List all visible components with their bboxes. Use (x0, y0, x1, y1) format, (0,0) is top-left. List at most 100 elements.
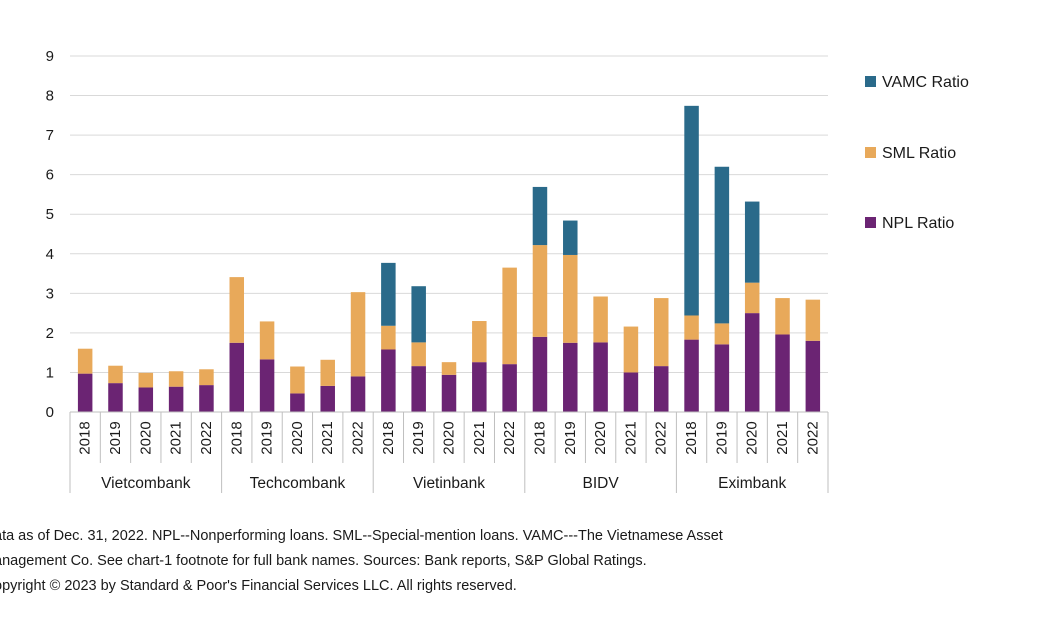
bar-npl-ratio (320, 385, 335, 412)
legend-swatch (865, 147, 876, 158)
x-tick-year-label: 2021 (471, 421, 488, 454)
bar-sml-ratio (168, 371, 184, 387)
x-tick-year-label: 2021 (774, 421, 791, 454)
bar-sml-ratio (290, 366, 305, 394)
x-tick-year-label: 2018 (380, 421, 397, 454)
legend-swatch (865, 217, 876, 228)
x-tick-year-label: 2019 (259, 421, 276, 454)
x-tick-year-label: 2018 (77, 421, 94, 454)
bar-vamc-ratio (532, 186, 548, 246)
bar-sml-ratio (714, 323, 730, 345)
bar-sml-ratio (199, 369, 214, 386)
footnote-line-2: anagement Co. See chart-1 footnote for f… (0, 553, 647, 569)
x-tick-year-label: 2022 (653, 421, 670, 454)
bar-sml-ratio (441, 362, 457, 375)
bar-npl-ratio (259, 359, 275, 412)
y-tick-label: 6 (46, 167, 54, 184)
y-tick-label: 3 (46, 285, 54, 302)
x-tick-year-label: 2022 (198, 421, 215, 454)
footnote: ata as of Dec. 31, 2022. NPL--Nonperform… (0, 524, 723, 599)
bar-sml-ratio (775, 298, 790, 335)
bar-vamc-ratio (714, 166, 730, 324)
bar-vamc-ratio (744, 201, 760, 283)
bar-npl-ratio (714, 344, 730, 412)
legend-label: VAMC Ratio (882, 74, 969, 91)
footnote-line-3: opyright © 2023 by Standard & Poor's Fin… (0, 578, 517, 594)
y-tick-label: 1 (46, 364, 54, 381)
x-tick-year-label: 2018 (531, 421, 548, 454)
y-tick-label: 2 (46, 325, 54, 342)
y-tick-label: 9 (46, 48, 54, 65)
bar-sml-ratio (259, 321, 275, 360)
legend-label: SML Ratio (882, 145, 956, 162)
y-tick-label: 0 (46, 404, 54, 421)
x-tick-year-label: 2022 (804, 421, 821, 454)
bar-sml-ratio (805, 299, 821, 341)
bar-sml-ratio (320, 359, 335, 386)
x-tick-year-label: 2019 (562, 421, 579, 454)
bar-npl-ratio (593, 342, 608, 412)
bar-npl-ratio (108, 383, 123, 412)
x-tick-year-label: 2018 (683, 421, 700, 454)
bar-npl-ratio (805, 340, 821, 412)
bar-sml-ratio (502, 267, 517, 365)
bar-npl-ratio (744, 313, 760, 412)
bar-npl-ratio (168, 386, 184, 412)
bar-sml-ratio (684, 315, 699, 340)
bar-npl-ratio (623, 372, 639, 412)
bar-npl-ratio (138, 387, 154, 412)
x-tick-year-label: 2020 (592, 421, 609, 454)
bar-sml-ratio (350, 292, 366, 377)
x-tick-year-label: 2020 (289, 421, 306, 454)
x-tick-year-label: 2019 (107, 421, 124, 454)
bar-npl-ratio (350, 376, 366, 412)
bar-sml-ratio (77, 348, 93, 374)
group-label: Techcombank (250, 475, 346, 492)
bar-sml-ratio (744, 282, 760, 314)
bar-npl-ratio (684, 339, 699, 412)
bar-npl-ratio (381, 349, 396, 412)
x-tick-year-label: 2021 (319, 421, 336, 454)
bar-vamc-ratio (563, 220, 578, 255)
x-tick-year-label: 2020 (744, 421, 761, 454)
x-tick-year-label: 2019 (713, 421, 730, 454)
legend-swatch (865, 76, 876, 87)
bar-sml-ratio (563, 254, 578, 343)
bar-npl-ratio (199, 385, 214, 412)
bar-sml-ratio (381, 325, 396, 350)
bar-npl-ratio (472, 362, 487, 412)
bar-npl-ratio (77, 373, 93, 412)
group-label: Vietinbank (413, 475, 485, 492)
bar-sml-ratio (472, 321, 487, 363)
bar-vamc-ratio (684, 105, 699, 316)
x-tick-year-label: 2021 (622, 421, 639, 454)
group-label: Eximbank (718, 475, 786, 492)
x-tick-year-label: 2022 (350, 421, 367, 454)
bar-sml-ratio (108, 365, 123, 384)
bar-npl-ratio (441, 374, 457, 412)
group-label: BIDV (583, 475, 620, 492)
bar-vamc-ratio (411, 286, 426, 343)
bar-npl-ratio (229, 342, 245, 412)
x-tick-year-label: 2022 (501, 421, 518, 454)
bar-npl-ratio (775, 334, 790, 412)
bar-npl-ratio (532, 336, 548, 412)
bar-npl-ratio (653, 366, 669, 412)
y-tick-label: 7 (46, 127, 54, 144)
y-tick-label: 8 (46, 88, 54, 105)
bar-sml-ratio (138, 372, 154, 388)
bar-vamc-ratio (381, 262, 396, 326)
bar-sml-ratio (411, 342, 426, 367)
bar-sml-ratio (593, 296, 608, 343)
bar-sml-ratio (229, 277, 245, 343)
y-tick-label: 4 (46, 246, 54, 263)
bar-npl-ratio (411, 366, 426, 412)
bar-sml-ratio (623, 326, 639, 373)
bar-npl-ratio (290, 393, 305, 412)
bar-sml-ratio (653, 298, 669, 367)
x-tick-year-label: 2020 (441, 421, 458, 454)
x-tick-year-label: 2019 (410, 421, 427, 454)
legend-label: NPL Ratio (882, 215, 954, 232)
x-tick-year-label: 2020 (137, 421, 154, 454)
x-tick-year-label: 2021 (168, 421, 185, 454)
